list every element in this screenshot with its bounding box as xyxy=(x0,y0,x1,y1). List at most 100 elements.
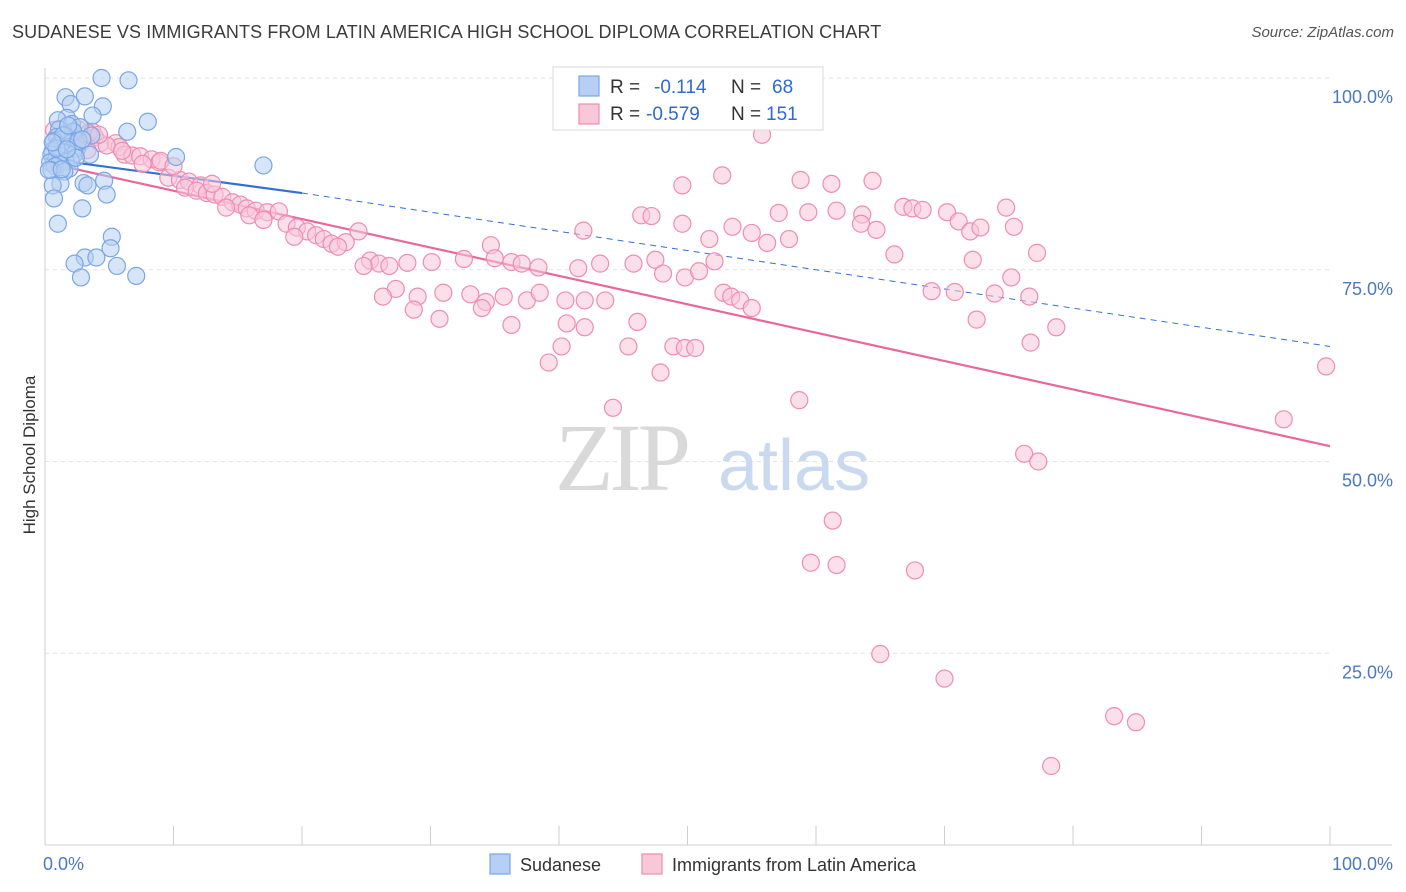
stats-n-value-latin: 151 xyxy=(766,104,798,125)
latin-america-point xyxy=(628,312,647,332)
latin-america-point xyxy=(791,170,810,190)
latin-america-point xyxy=(913,200,932,220)
latin-america-point xyxy=(430,309,449,328)
legend-label-latin: Immigrants from Latin America xyxy=(672,855,917,875)
sudanese-point xyxy=(87,248,106,267)
y-tick-label-25: 25.0% xyxy=(1342,662,1393,682)
latin-america-point xyxy=(472,299,491,318)
latin-america-point xyxy=(1105,707,1124,726)
sudanese-point xyxy=(71,268,91,287)
latin-america-point xyxy=(863,171,882,190)
sudanese-point xyxy=(73,130,92,149)
stats-n-label-latin: N = xyxy=(731,104,761,125)
latin-america-point xyxy=(646,250,665,269)
latin-america-point xyxy=(285,227,304,246)
latin-america-point xyxy=(949,212,968,231)
latin-america-point xyxy=(827,201,846,220)
latin-america-point xyxy=(705,252,724,271)
latin-america-point xyxy=(651,363,670,382)
latin-america-point xyxy=(512,254,531,273)
latin-america-point xyxy=(963,250,982,269)
latin-america-point xyxy=(1027,243,1047,262)
latin-america-point xyxy=(133,154,152,174)
sudanese-point xyxy=(166,147,186,167)
sudanese-point xyxy=(73,199,92,218)
latin-america-point xyxy=(349,222,368,241)
latin-america-point xyxy=(700,229,719,249)
latin-america-point xyxy=(112,141,132,160)
latin-america-point xyxy=(673,214,692,233)
series-latin-america xyxy=(44,120,1336,776)
latin-america-point xyxy=(790,391,809,410)
series-sudanese xyxy=(39,68,273,287)
sudanese-point xyxy=(92,68,111,88)
watermark: ZIP atlas xyxy=(555,404,870,511)
latin-america-point xyxy=(1317,357,1336,376)
sudanese-point xyxy=(57,140,76,159)
sudanese-point xyxy=(138,112,157,131)
latin-america-point xyxy=(971,218,990,237)
stats-r-label-latin: R = xyxy=(610,104,640,125)
latin-america-point xyxy=(723,217,742,236)
sudanese-point xyxy=(101,239,120,258)
watermark-zip: ZIP xyxy=(555,404,688,511)
latin-america-point xyxy=(642,206,661,226)
sudanese-point xyxy=(107,256,127,276)
watermark-atlas: atlas xyxy=(718,426,870,506)
sudanese-point xyxy=(75,87,94,106)
latin-america-point xyxy=(922,282,941,301)
latin-america-point xyxy=(461,285,480,304)
sudanese-point xyxy=(119,71,138,90)
latin-america-point xyxy=(686,338,705,358)
stats-n-value-sudanese: 68 xyxy=(772,77,793,98)
stats-r-label-sudanese: R = xyxy=(610,77,640,98)
latin-america-point xyxy=(823,511,842,530)
x-tick-label-0: 0.0% xyxy=(43,854,84,874)
latin-america-point xyxy=(742,223,761,243)
trend-line-sudanese-extension xyxy=(301,192,1331,347)
latin-america-point xyxy=(851,214,871,233)
legend-label-sudanese: Sudanese xyxy=(520,855,601,875)
latin-america-point xyxy=(552,337,571,356)
latin-america-point xyxy=(1126,713,1146,732)
latin-america-point xyxy=(871,644,890,664)
stats-legend-swatch-latin xyxy=(578,103,600,125)
stats-r-value-latin: -0.579 xyxy=(646,104,700,125)
latin-america-point xyxy=(827,555,846,575)
chart-title: SUDANESE VS IMMIGRANTS FROM LATIN AMERIC… xyxy=(12,22,882,42)
latin-america-point xyxy=(569,259,588,278)
latin-america-point xyxy=(434,283,453,302)
latin-america-point xyxy=(529,258,548,277)
latin-america-point xyxy=(619,337,638,356)
latin-america-point xyxy=(779,229,799,249)
latin-america-point xyxy=(799,203,818,222)
sudanese-point xyxy=(52,160,71,179)
latin-america-point xyxy=(380,256,399,276)
stats-legend: R = -0.114 N = 68 R = -0.579 N = 151 xyxy=(552,66,824,131)
latin-america-point xyxy=(1002,268,1021,287)
sudanese-point xyxy=(48,214,67,233)
latin-america-point xyxy=(1047,318,1066,337)
latin-america-point xyxy=(1004,217,1023,236)
latin-america-point xyxy=(485,249,504,268)
latin-america-point xyxy=(575,291,594,310)
latin-america-point xyxy=(575,318,594,337)
chart-source: Source: ZipAtlas.com xyxy=(1251,24,1394,41)
latin-america-point xyxy=(591,254,610,273)
latin-america-point xyxy=(801,553,820,572)
latin-america-point xyxy=(689,262,709,281)
latin-america-point xyxy=(328,237,348,256)
latin-america-point xyxy=(557,314,576,333)
latin-america-point xyxy=(454,249,474,269)
y-tick-label-100: 100.0% xyxy=(1332,87,1393,107)
sudanese-point xyxy=(127,266,146,285)
latin-america-point xyxy=(596,291,615,310)
stats-r-value-sudanese: -0.114 xyxy=(654,77,707,98)
legend-swatch-sudanese xyxy=(489,853,511,875)
sudanese-point xyxy=(44,189,64,208)
latin-america-point xyxy=(404,300,423,319)
latin-america-point xyxy=(373,287,393,306)
latin-america-point xyxy=(354,256,373,276)
latin-america-point xyxy=(885,245,904,264)
